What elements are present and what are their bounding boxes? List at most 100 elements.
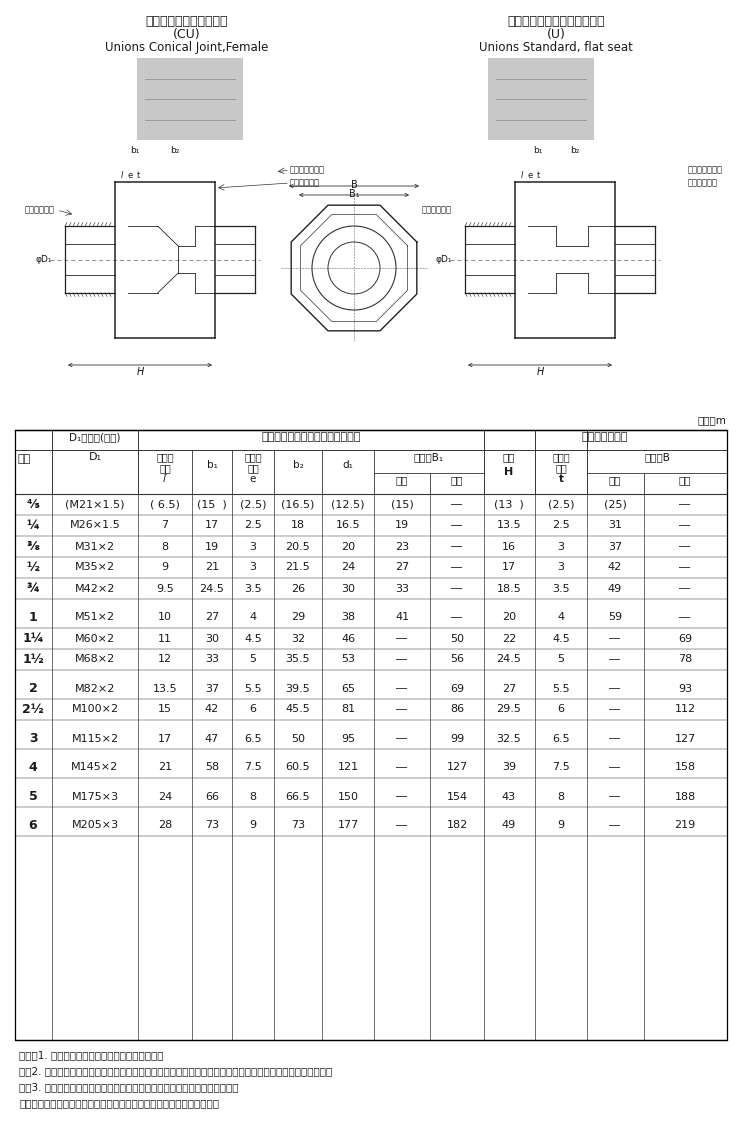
Text: 8: 8 bbox=[249, 792, 257, 802]
Text: 呼び: 呼び bbox=[18, 454, 31, 464]
Text: 穴部の
厚さ: 穴部の 厚さ bbox=[552, 452, 570, 474]
Text: ⅘: ⅘ bbox=[27, 498, 39, 511]
Text: 17: 17 bbox=[502, 562, 516, 573]
Text: 37: 37 bbox=[205, 684, 219, 694]
Text: 22: 22 bbox=[502, 634, 516, 643]
Text: ユニオンねじ: ユニオンねじ bbox=[422, 205, 452, 214]
Text: 95: 95 bbox=[341, 734, 355, 744]
Text: 6.5: 6.5 bbox=[244, 734, 262, 744]
Text: 65: 65 bbox=[341, 684, 355, 694]
Text: 21: 21 bbox=[205, 562, 219, 573]
Text: 十角: 十角 bbox=[679, 475, 692, 485]
Text: 6: 6 bbox=[29, 819, 37, 832]
Text: 24.5: 24.5 bbox=[200, 584, 224, 593]
Text: 2.5: 2.5 bbox=[244, 521, 262, 531]
Text: 182: 182 bbox=[447, 821, 467, 830]
Text: 112: 112 bbox=[674, 704, 695, 714]
Text: ―: ― bbox=[396, 734, 407, 744]
Text: 15: 15 bbox=[158, 704, 172, 714]
Text: 32: 32 bbox=[291, 634, 305, 643]
Text: ―: ― bbox=[609, 792, 620, 802]
Text: 5: 5 bbox=[29, 790, 37, 803]
Text: 31: 31 bbox=[608, 521, 622, 531]
Text: 9: 9 bbox=[557, 821, 565, 830]
Text: t: t bbox=[137, 170, 139, 179]
Text: ―: ― bbox=[609, 821, 620, 830]
Text: 127: 127 bbox=[674, 734, 696, 744]
Text: ―: ― bbox=[680, 542, 691, 551]
Text: (15): (15) bbox=[390, 499, 413, 509]
Text: 19: 19 bbox=[205, 542, 219, 551]
Text: D₁: D₁ bbox=[88, 452, 102, 462]
Text: 13.5: 13.5 bbox=[496, 521, 522, 531]
Text: 50: 50 bbox=[450, 634, 464, 643]
Text: ―: ― bbox=[609, 634, 620, 643]
Text: 32.5: 32.5 bbox=[496, 734, 522, 744]
Text: 46: 46 bbox=[341, 634, 355, 643]
Text: e: e bbox=[250, 474, 256, 484]
Text: 八角: 八角 bbox=[395, 475, 408, 485]
Text: ねじの
長さ: ねじの 長さ bbox=[156, 452, 174, 474]
Text: 23: 23 bbox=[395, 542, 409, 551]
Text: H: H bbox=[505, 467, 513, 477]
Text: B: B bbox=[351, 180, 358, 191]
Text: ユニオンナット: ユニオンナット bbox=[582, 432, 628, 442]
Text: 47: 47 bbox=[205, 734, 219, 744]
Text: φD₁: φD₁ bbox=[436, 255, 452, 264]
Text: M26×1.5: M26×1.5 bbox=[70, 521, 120, 531]
Text: 33: 33 bbox=[205, 654, 219, 665]
Text: ½: ½ bbox=[27, 561, 39, 574]
Text: 35.5: 35.5 bbox=[286, 654, 310, 665]
Text: 5.5: 5.5 bbox=[244, 684, 262, 694]
Text: 49: 49 bbox=[608, 584, 622, 593]
Text: 28: 28 bbox=[158, 821, 172, 830]
Text: (M21×1.5): (M21×1.5) bbox=[65, 499, 125, 509]
Text: ―: ― bbox=[680, 521, 691, 531]
Text: ―: ― bbox=[451, 521, 462, 531]
Text: ―: ― bbox=[451, 542, 462, 551]
Text: M68×2: M68×2 bbox=[75, 654, 115, 665]
Text: b₂: b₂ bbox=[171, 146, 180, 155]
Text: 24: 24 bbox=[158, 792, 172, 802]
Text: 3: 3 bbox=[29, 733, 37, 745]
Text: (2.5): (2.5) bbox=[548, 499, 574, 509]
Text: 17: 17 bbox=[158, 734, 172, 744]
Text: 56: 56 bbox=[450, 654, 464, 665]
Text: ユニオン（コニカル形）: ユニオン（コニカル形） bbox=[145, 15, 229, 28]
Text: (16.5): (16.5) bbox=[281, 499, 315, 509]
Text: ―: ― bbox=[396, 634, 407, 643]
Text: Unions Standard, flat seat: Unions Standard, flat seat bbox=[479, 41, 633, 54]
Text: M115×2: M115×2 bbox=[71, 734, 119, 744]
Text: 3: 3 bbox=[249, 562, 257, 573]
Text: 5.5: 5.5 bbox=[552, 684, 570, 694]
Text: ―: ― bbox=[451, 499, 462, 509]
Text: 38: 38 bbox=[341, 612, 355, 623]
Text: 9: 9 bbox=[249, 821, 257, 830]
Text: (15  ): (15 ) bbox=[197, 499, 227, 509]
Text: b₁: b₁ bbox=[533, 146, 542, 155]
Text: 7.5: 7.5 bbox=[244, 762, 262, 772]
Text: 78: 78 bbox=[678, 654, 692, 665]
Text: つばの
厚さ: つばの 厚さ bbox=[244, 452, 262, 474]
Text: ユニオンナット: ユニオンナット bbox=[290, 166, 325, 175]
Text: 6: 6 bbox=[249, 704, 257, 714]
Text: 18: 18 bbox=[291, 521, 305, 531]
Text: (12.5): (12.5) bbox=[331, 499, 365, 509]
Text: 30: 30 bbox=[341, 584, 355, 593]
Text: 7.5: 7.5 bbox=[552, 762, 570, 772]
Text: 177: 177 bbox=[338, 821, 358, 830]
Text: 42: 42 bbox=[608, 562, 622, 573]
Text: 20: 20 bbox=[502, 612, 516, 623]
Text: 2. コニカル形ユニオンには、点線の部分にブラスシートをはめ込んだブラスシートユニオンもあります。: 2. コニカル形ユニオンには、点線の部分にブラスシートをはめ込んだブラスシートユ… bbox=[19, 1066, 332, 1076]
Text: (25): (25) bbox=[603, 499, 626, 509]
Text: M205×3: M205×3 bbox=[71, 821, 119, 830]
Text: 86: 86 bbox=[450, 704, 464, 714]
Text: 13.5: 13.5 bbox=[153, 684, 177, 694]
Text: D₁ねじ部(参考): D₁ねじ部(参考) bbox=[69, 432, 121, 442]
Text: b₂: b₂ bbox=[292, 460, 303, 469]
Text: 4.5: 4.5 bbox=[244, 634, 262, 643]
Text: ユニオン（スタンダード形）: ユニオン（スタンダード形） bbox=[508, 15, 605, 28]
Text: 26: 26 bbox=[291, 584, 305, 593]
Text: B₁: B₁ bbox=[349, 189, 359, 198]
Bar bbox=[137, 58, 243, 139]
